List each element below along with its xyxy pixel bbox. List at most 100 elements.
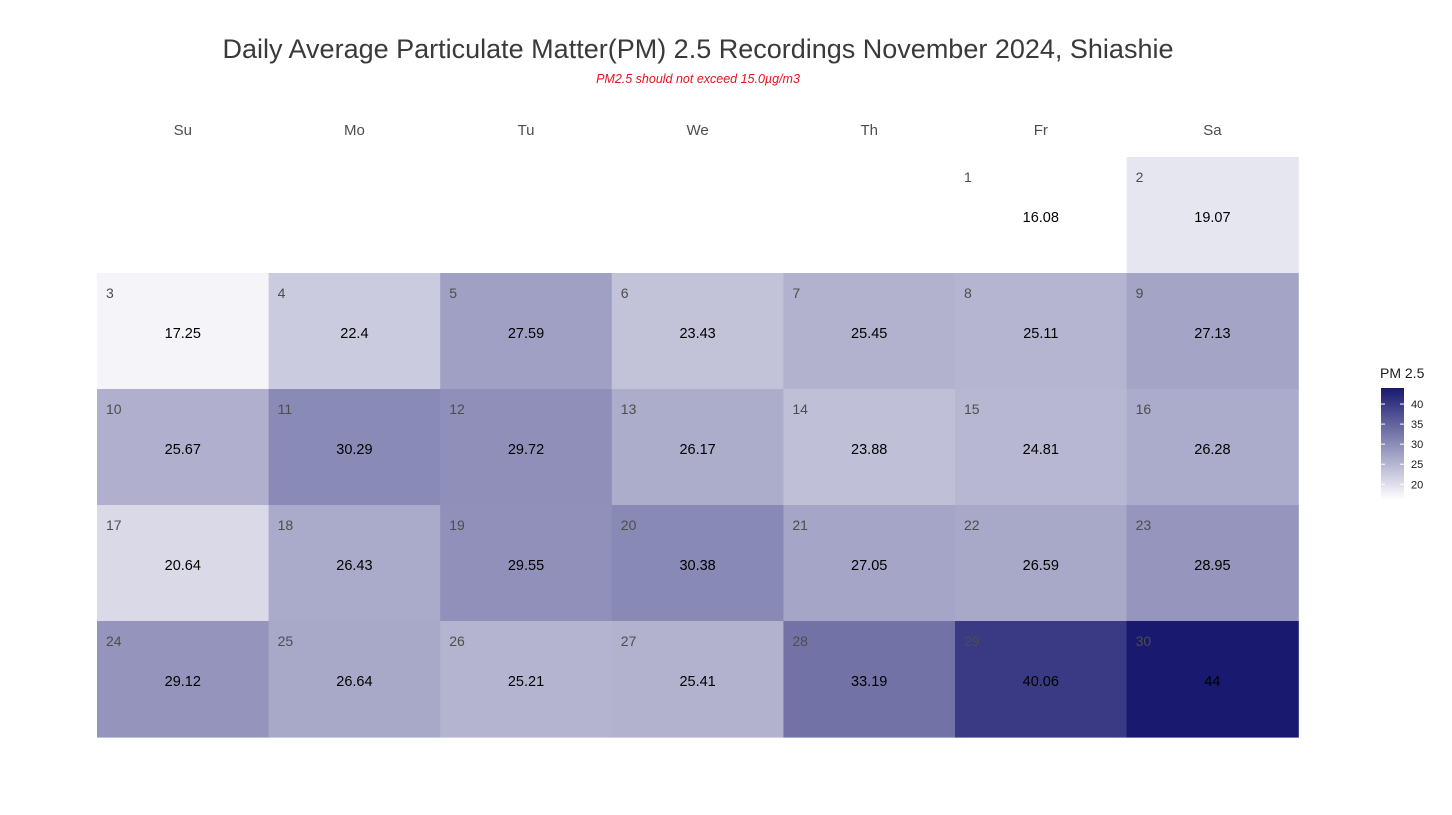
day-value: 33.19 xyxy=(851,674,887,690)
day-number: 14 xyxy=(792,401,808,417)
day-value: 26.64 xyxy=(336,674,372,690)
day-cell xyxy=(97,621,270,738)
day-cell xyxy=(611,621,784,738)
day-number: 28 xyxy=(792,633,808,649)
day-number: 23 xyxy=(1136,517,1152,533)
day-cell xyxy=(1126,157,1299,274)
day-value: 25.21 xyxy=(508,674,544,690)
day-cell xyxy=(955,273,1128,390)
day-cell xyxy=(1126,505,1299,622)
legend-tick-label: 25 xyxy=(1411,459,1423,471)
day-cell xyxy=(97,389,270,506)
day-value: 26.43 xyxy=(336,558,372,574)
day-cell xyxy=(955,157,1128,274)
day-number: 19 xyxy=(449,517,465,533)
chart-title: Daily Average Particulate Matter(PM) 2.5… xyxy=(223,34,1174,64)
legend-title: PM 2.5 xyxy=(1380,365,1425,381)
day-value: 44 xyxy=(1204,674,1220,690)
legend-tick-label: 35 xyxy=(1411,419,1423,431)
day-value: 23.43 xyxy=(679,326,715,342)
day-value: 27.13 xyxy=(1194,326,1230,342)
day-number: 4 xyxy=(278,285,286,301)
day-number: 12 xyxy=(449,401,465,417)
day-cell xyxy=(1126,621,1299,738)
weekday-label: Su xyxy=(174,122,192,139)
day-value: 29.55 xyxy=(508,558,544,574)
day-cell xyxy=(1126,389,1299,506)
day-value: 25.45 xyxy=(851,326,887,342)
day-number: 6 xyxy=(621,285,629,301)
day-value: 30.38 xyxy=(679,558,715,574)
day-value: 26.28 xyxy=(1194,442,1230,458)
day-value: 28.95 xyxy=(1194,558,1230,574)
day-number: 15 xyxy=(964,401,980,417)
day-number: 10 xyxy=(106,401,122,417)
day-value: 25.41 xyxy=(679,674,715,690)
day-value: 29.72 xyxy=(508,442,544,458)
day-cell xyxy=(783,273,956,390)
weekday-labels: Su Mo Tu We Th Fr Sa xyxy=(174,122,1223,139)
day-cell xyxy=(97,273,270,390)
day-value: 23.88 xyxy=(851,442,887,458)
day-value: 17.25 xyxy=(165,326,201,342)
day-cell xyxy=(611,389,784,506)
chart-subtitle: PM2.5 should not exceed 15.0µg/m3 xyxy=(596,72,800,86)
day-value: 26.17 xyxy=(679,442,715,458)
day-cell xyxy=(97,505,270,622)
day-cell xyxy=(440,273,613,390)
day-cell xyxy=(440,389,613,506)
day-value: 22.4 xyxy=(340,326,368,342)
day-cell xyxy=(955,505,1128,622)
day-cell xyxy=(268,621,441,738)
day-number: 24 xyxy=(106,633,122,649)
day-cell xyxy=(1126,273,1299,390)
day-value: 40.06 xyxy=(1023,674,1059,690)
day-number: 8 xyxy=(964,285,972,301)
weekday-label: Tu xyxy=(518,122,535,139)
day-number: 29 xyxy=(964,633,980,649)
weekday-label: Fr xyxy=(1034,122,1048,139)
day-cell xyxy=(783,505,956,622)
weekday-label: Th xyxy=(860,122,878,139)
day-number: 17 xyxy=(106,517,122,533)
day-cell xyxy=(268,389,441,506)
day-number: 20 xyxy=(621,517,637,533)
legend-tick-label: 20 xyxy=(1411,479,1423,491)
day-cell xyxy=(611,505,784,622)
day-cell xyxy=(440,505,613,622)
day-cell xyxy=(783,389,956,506)
day-number: 30 xyxy=(1136,633,1152,649)
color-legend: PM 2.5 20 25 30 35 40 xyxy=(1380,365,1425,500)
legend-ticks: 20 25 30 35 40 xyxy=(1381,399,1423,491)
day-value: 16.08 xyxy=(1023,210,1059,226)
day-number: 26 xyxy=(449,633,465,649)
day-value: 30.29 xyxy=(336,442,372,458)
day-number: 9 xyxy=(1136,285,1144,301)
calendar-cells: 1 16.08 2 19.07 3 17.25 4 22.4 5 27.59 6 23.43 7 25.4… xyxy=(97,157,1299,738)
day-cell xyxy=(955,389,1128,506)
day-cell xyxy=(440,621,613,738)
day-number: 2 xyxy=(1136,169,1144,185)
day-value: 24.81 xyxy=(1023,442,1059,458)
weekday-label: Mo xyxy=(344,122,365,139)
day-value: 29.12 xyxy=(165,674,201,690)
weekday-label: We xyxy=(686,122,708,139)
day-number: 16 xyxy=(1136,401,1152,417)
legend-tick-label: 30 xyxy=(1411,439,1423,451)
day-number: 18 xyxy=(278,517,294,533)
day-number: 22 xyxy=(964,517,980,533)
day-number: 13 xyxy=(621,401,637,417)
day-number: 25 xyxy=(278,633,294,649)
day-cell xyxy=(268,273,441,390)
day-number: 3 xyxy=(106,285,114,301)
day-number: 7 xyxy=(792,285,800,301)
day-value: 27.05 xyxy=(851,558,887,574)
legend-tick-label: 40 xyxy=(1411,399,1423,411)
day-number: 11 xyxy=(278,401,293,417)
day-cell xyxy=(268,505,441,622)
day-value: 20.64 xyxy=(165,558,201,574)
day-cell xyxy=(783,621,956,738)
day-number: 1 xyxy=(964,169,972,185)
day-value: 27.59 xyxy=(508,326,544,342)
